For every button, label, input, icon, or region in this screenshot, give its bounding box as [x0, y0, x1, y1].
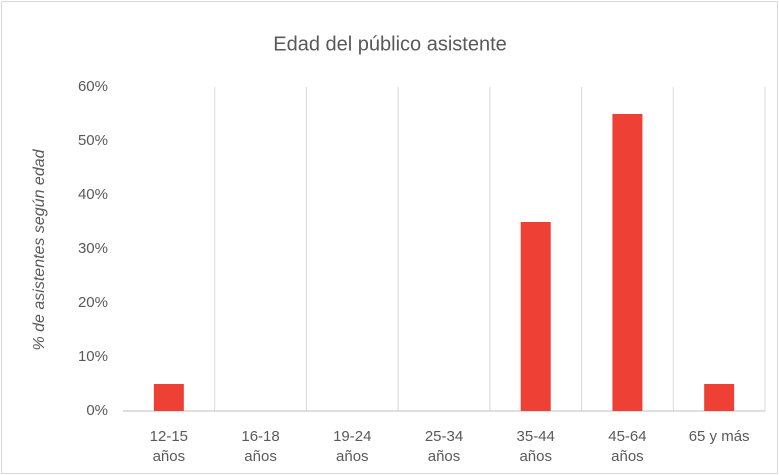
y-tick-label: 60%	[78, 78, 108, 95]
bar	[520, 222, 551, 411]
x-tick-label: 45-64 años	[608, 428, 646, 465]
x-tick-label: 25-34 años	[425, 428, 463, 465]
x-tick-label: 12-15 años	[150, 428, 188, 465]
y-tick-label: 40%	[78, 186, 108, 203]
chart-title: Edad del público asistente	[273, 33, 507, 55]
y-tick-label: 20%	[78, 294, 108, 311]
y-tick-label: 50%	[78, 132, 108, 149]
x-tick-label: 65 y más	[689, 428, 750, 445]
y-tick-label: 10%	[78, 348, 108, 365]
y-tick-label: 0%	[86, 402, 108, 419]
x-tick-label: 19-24 años	[333, 428, 371, 465]
y-tick-label: 30%	[78, 240, 108, 257]
bar	[612, 114, 643, 411]
bar	[704, 384, 735, 411]
x-tick-label: 35-44 años	[517, 428, 555, 465]
y-axis-label: % de asistentes según edad	[31, 148, 48, 350]
x-tick-label: 16-18 años	[241, 428, 279, 465]
bar	[153, 384, 184, 411]
